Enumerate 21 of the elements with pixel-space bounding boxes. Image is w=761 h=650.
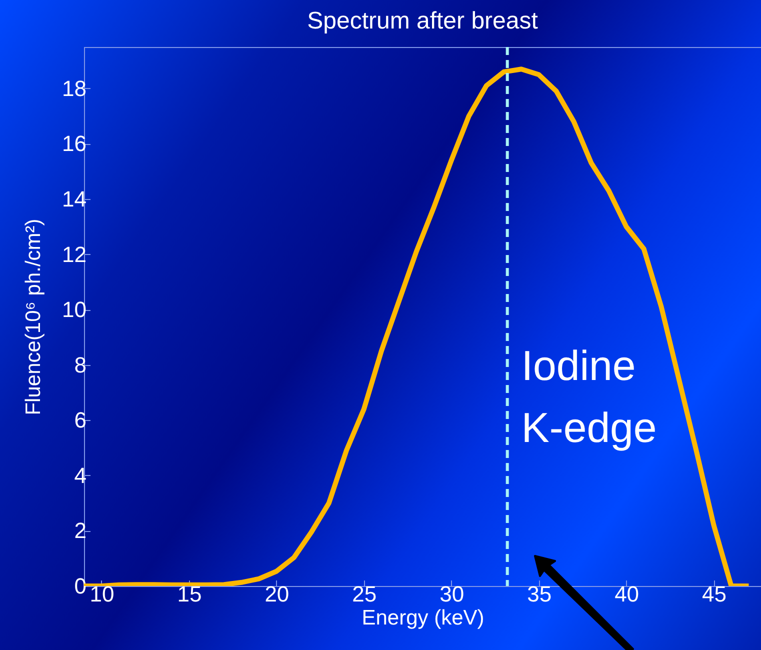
x-tick-label: 10: [90, 582, 114, 606]
chart-title: Spectrum after breast: [307, 8, 538, 34]
y-tick-label: 4: [74, 462, 86, 488]
y-tick-label: 10: [62, 297, 86, 322]
y-tick-label: 2: [74, 518, 86, 544]
y-tick-label: 18: [62, 76, 86, 101]
x-tick-label: 20: [264, 582, 290, 606]
x-tick-label: 30: [440, 582, 464, 606]
y-axis-title: Fluence(10⁶ ph./cm²): [22, 218, 46, 416]
y-tick-label: 6: [74, 408, 86, 433]
y-tick-label: 12: [62, 242, 86, 267]
x-axis-title: Energy (keV): [362, 606, 484, 630]
x-tick-label: 40: [614, 582, 640, 606]
y-tick-label: 16: [62, 131, 86, 156]
x-tick-label: 35: [527, 582, 552, 606]
y-tick-label: 8: [74, 352, 86, 378]
y-tick-label: 14: [62, 186, 86, 212]
x-tick-label: 45: [702, 582, 727, 606]
x-tick-label: 25: [352, 582, 377, 606]
ref-line-label: Iodine K-edge: [521, 342, 657, 451]
x-tick-label: 15: [177, 582, 202, 606]
